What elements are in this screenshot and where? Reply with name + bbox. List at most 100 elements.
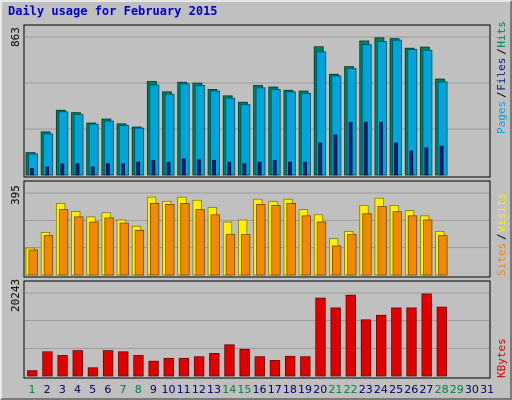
- bar-pages: [105, 163, 110, 176]
- bar-kbytes: [239, 348, 250, 377]
- bar-pages: [257, 161, 262, 176]
- bar-kbytes: [391, 307, 402, 377]
- bar-kbytes: [178, 357, 190, 377]
- bar-sites: [104, 217, 114, 276]
- bar-sites: [58, 209, 69, 276]
- day-label: 24: [374, 383, 388, 396]
- bar-pages: [151, 160, 156, 176]
- bar-pages: [303, 161, 307, 176]
- bar-sites: [43, 235, 54, 276]
- day-label: 26: [404, 383, 418, 396]
- bar-pages: [318, 142, 323, 176]
- bar-kbytes: [209, 353, 220, 377]
- bar-pages: [227, 161, 232, 176]
- bar-kbytes: [133, 355, 144, 377]
- legend-middle-visits: Visits: [495, 193, 508, 233]
- bar-pages: [348, 121, 353, 176]
- bar-sites: [438, 235, 448, 276]
- bar-pages: [75, 163, 80, 176]
- bar-pages: [394, 142, 398, 176]
- bar-pages: [166, 161, 171, 176]
- legend-top-hits: Hits: [495, 21, 508, 48]
- bar-sites: [134, 229, 145, 276]
- bar-kbytes: [330, 307, 341, 377]
- chart-title: Daily usage for February 2015: [8, 4, 218, 18]
- day-label: 11: [177, 383, 191, 396]
- bar-pages: [439, 145, 444, 176]
- y-max-label-top: 863: [9, 27, 22, 47]
- bar-pages: [363, 121, 368, 176]
- day-label: 5: [89, 383, 96, 396]
- bar-kbytes: [360, 319, 372, 377]
- bar-kbytes: [57, 355, 68, 377]
- bar-pages: [212, 160, 216, 176]
- bar-pages: [409, 150, 414, 176]
- bar-sites: [407, 215, 418, 276]
- bar-pages: [30, 168, 34, 176]
- bar-pages: [196, 159, 201, 176]
- legend-middle-separator: /: [495, 233, 508, 240]
- bar-kbytes: [163, 357, 174, 377]
- bar-sites: [180, 202, 190, 276]
- day-label: 2: [44, 383, 51, 396]
- day-label: 15: [237, 383, 251, 396]
- bar-pages: [90, 166, 95, 176]
- day-label: 9: [150, 383, 157, 396]
- bar-kbytes: [284, 355, 296, 377]
- legend-middle-sites: Sites: [495, 243, 508, 276]
- bar-kbytes: [254, 356, 265, 377]
- bar-pages: [45, 166, 50, 176]
- bar-sites: [149, 202, 160, 276]
- bar-pages: [121, 163, 125, 176]
- bar-pages: [424, 147, 429, 176]
- bar-sites: [347, 234, 357, 276]
- bar-pages: [136, 161, 141, 176]
- day-label: 23: [359, 383, 373, 396]
- bar-kbytes: [300, 356, 311, 377]
- legend-top-separator: /: [495, 91, 508, 98]
- day-label: 21: [328, 383, 342, 396]
- bar-kbytes: [224, 344, 235, 377]
- bar-sites: [362, 213, 372, 276]
- day-label: 17: [268, 383, 282, 396]
- day-label: 28: [435, 383, 449, 396]
- day-label: 8: [135, 383, 142, 396]
- bar-pages: [287, 161, 292, 176]
- legend-bottom-kbytes: KBytes: [495, 338, 508, 378]
- bar-sites: [271, 205, 281, 276]
- bar-kbytes: [193, 356, 205, 377]
- bar-sites: [316, 221, 327, 276]
- bar-pages: [242, 163, 247, 176]
- day-label: 12: [192, 383, 206, 396]
- bar-kbytes: [87, 367, 99, 377]
- bar-kbytes: [72, 350, 83, 377]
- day-label: 30: [465, 383, 479, 396]
- day-label: 14: [222, 383, 236, 396]
- y-max-label-bottom: 20243: [9, 279, 22, 312]
- bar-sites: [165, 204, 175, 276]
- bar-sites: [74, 216, 84, 276]
- day-label: 19: [298, 383, 312, 396]
- day-label: 16: [253, 383, 267, 396]
- bar-sites: [423, 219, 433, 276]
- bar-sites: [301, 215, 311, 276]
- bar-sites: [119, 222, 129, 276]
- bar-kbytes: [315, 297, 326, 377]
- bar-sites: [225, 234, 236, 276]
- bar-sites: [210, 214, 220, 276]
- day-label: 6: [104, 383, 111, 396]
- bar-sites: [28, 249, 38, 276]
- bar-pages: [181, 158, 186, 176]
- bar-sites: [286, 202, 296, 276]
- day-label: 1: [29, 383, 36, 396]
- bar-kbytes: [102, 350, 114, 377]
- day-label: 4: [74, 383, 81, 396]
- day-label: 31: [480, 383, 494, 396]
- bar-pages: [333, 134, 338, 176]
- legend-top-files: Files: [495, 58, 508, 91]
- bar-kbytes: [406, 307, 417, 377]
- bar-kbytes: [421, 293, 432, 377]
- bar-sites: [392, 211, 402, 276]
- bar-sites: [195, 209, 205, 276]
